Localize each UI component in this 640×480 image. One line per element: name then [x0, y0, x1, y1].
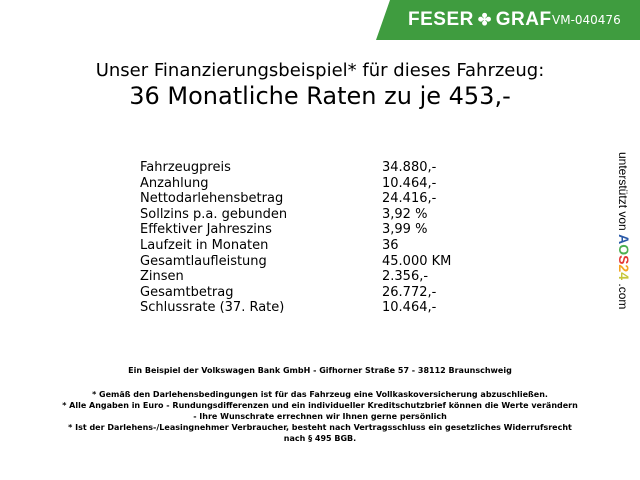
row-value: 36 — [382, 237, 399, 253]
row-label: Sollzins p.a. gebunden — [140, 206, 288, 222]
table-row: Sollzins p.a. gebunden 3,92 % — [140, 207, 451, 223]
footnote: * Ist der Darlehens-/Leasingnehmer Verbr… — [68, 423, 572, 432]
table-row: Anzahlung 10.464,- — [140, 176, 451, 192]
supported-by: unterstützt von AOS24 .com — [616, 152, 632, 310]
title-line1: Unser Finanzierungsbeispiel* für dieses … — [95, 60, 545, 81]
row-value: 45.000 KM — [382, 253, 452, 269]
header-banner — [376, 0, 640, 40]
table-row: Zinsen 2.356,- — [140, 269, 451, 285]
footnote: nach § 495 BGB. — [283, 434, 357, 443]
brand-logo: FESER ✤ GRAF — [408, 9, 552, 30]
table-row: Gesamtlaufleistung 45.000 KM — [140, 254, 451, 270]
row-value: 34.880,- — [382, 160, 437, 175]
table-row: Gesamtbetrag 26.772,- — [140, 285, 451, 301]
footnote: - Ihre Wunschrate errechnen wir Ihnen ge… — [193, 412, 447, 421]
title-line2: 36 Monatliche Raten zu je 453,- — [129, 82, 511, 110]
footnotes: * Gemäß den Darlehensbedingungen ist für… — [0, 389, 640, 444]
row-value: 2.356,- — [382, 269, 429, 285]
row-label: Nettodarlehensbetrag — [140, 191, 284, 207]
row-label: Fahrzeugpreis — [140, 160, 231, 175]
row-label: Gesamtlaufleistung — [140, 253, 267, 269]
row-label: Effektiver Jahreszins — [140, 222, 272, 238]
row-label: Anzahlung — [140, 175, 209, 191]
row-value: 26.772,- — [382, 284, 437, 300]
row-value: 10.464,- — [382, 300, 437, 316]
clover-icon: ✤ — [477, 12, 492, 29]
footnote: * Alle Angaben in Euro - Rundungsdiffere… — [62, 401, 578, 410]
table-row: Schlussrate (37. Rate) 10.464,- — [140, 300, 451, 316]
table-row: Effektiver Jahreszins 3,99 % — [140, 222, 451, 238]
bank-info: Ein Beispiel der Volkswagen Bank GmbH - … — [128, 366, 512, 375]
table-row: Fahrzeugpreis 34.880,- — [140, 160, 451, 176]
row-value: 24.416,- — [382, 191, 437, 207]
row-value: 10.464,- — [382, 175, 437, 191]
row-label: Schlussrate (37. Rate) — [140, 300, 285, 316]
row-label: Gesamtbetrag — [140, 284, 234, 300]
vehicle-code: VM-040476 — [552, 13, 621, 27]
row-label: Zinsen — [140, 269, 184, 285]
table-row: Laufzeit in Monaten 36 — [140, 238, 451, 254]
row-value: 3,99 % — [382, 222, 428, 238]
table-row: Nettodarlehensbetrag 24.416,- — [140, 191, 451, 207]
row-value: 3,92 % — [382, 206, 428, 222]
footnote: * Gemäß den Darlehensbedingungen ist für… — [92, 390, 548, 399]
row-label: Laufzeit in Monaten — [140, 237, 269, 253]
finance-table: Fahrzeugpreis 34.880,- Anzahlung 10.464,- Ne… — [140, 160, 451, 316]
aos24-logo: AOS24 — [616, 234, 632, 281]
